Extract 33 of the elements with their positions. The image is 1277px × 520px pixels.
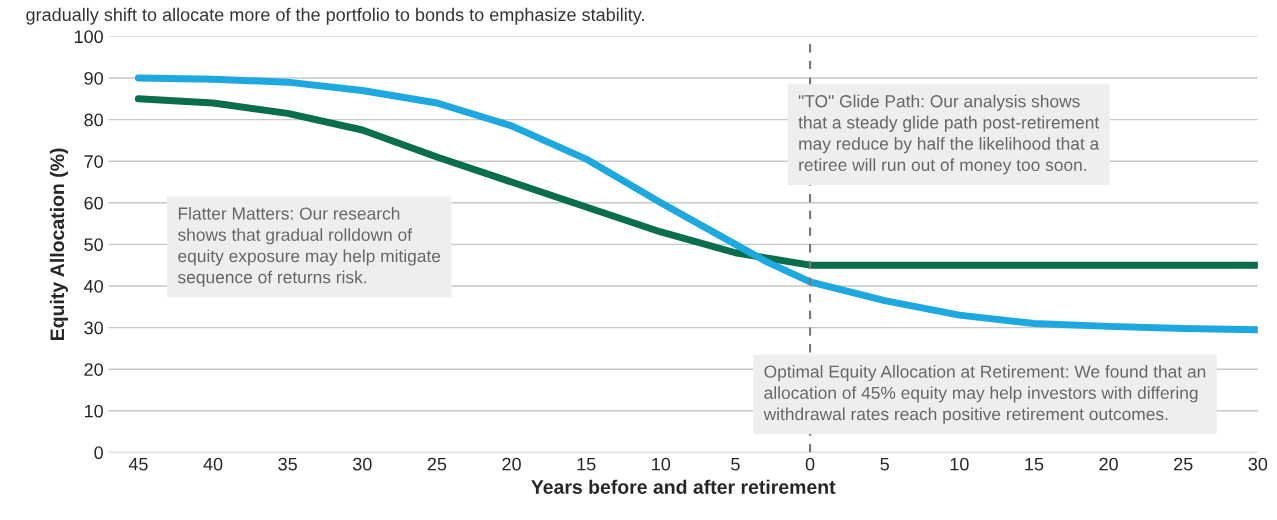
x-tick-label: 20 [502, 457, 521, 471]
y-tick-label: 90 [84, 71, 103, 85]
y-tick-label: 20 [84, 363, 103, 376]
y-tick-label: 80 [84, 113, 103, 127]
y-tick-label: 0 [94, 446, 103, 460]
x-tick-label: 5 [731, 457, 740, 471]
y-tick-label: 10 [84, 404, 103, 418]
annotation: "TO" Glide Path: Our analysis shows that a steady glide path post-retirement may reduce by half the likelihood that a retiree will run out of money too soon. [798, 94, 1100, 175]
y-tick-label: 60 [84, 196, 103, 210]
x-tick-label: 35 [278, 457, 297, 471]
chart-subtitle: gradually shift to allocate more of the portfolio to bonds to emphasize stability. [26, 7, 644, 25]
y-tick-label: 70 [84, 155, 103, 168]
y-tick-label: 30 [84, 321, 103, 335]
x-tick-label: 15 [1025, 457, 1044, 471]
x-tick-label: 25 [427, 457, 447, 471]
x-tick-label: 10 [652, 457, 671, 471]
x-tick-label: 0 [805, 457, 815, 471]
y-axis-title: Equity Allocation (%) [49, 148, 69, 340]
y-tick-label: 100 [74, 30, 103, 44]
x-axis-title: Years before and after retirement [531, 479, 836, 494]
x-tick-label: 5 [880, 457, 889, 471]
annotation: Flatter Matters: Our research shows that gradual rolldown of equity exposure may help mitigate sequence of returns risk. [177, 206, 441, 287]
x-tick-label: 20 [1099, 457, 1118, 471]
x-tick-label: 45 [128, 457, 148, 471]
x-tick-label: 25 [1174, 457, 1193, 471]
x-tick-label: 30 [1248, 457, 1268, 471]
x-tick-label: 40 [203, 457, 223, 471]
y-tick-label: 50 [84, 238, 103, 252]
x-tick-label: 30 [352, 457, 372, 471]
y-tick-label: 40 [84, 279, 103, 293]
x-tick-label: 10 [950, 457, 969, 471]
x-tick-label: 15 [577, 457, 596, 471]
annotation: Optimal Equity Allocation at Retirement: We found that an allocation of 45% equity may help investors with differing withdrawal rates reach positive retirement outcomes. [763, 365, 1206, 424]
